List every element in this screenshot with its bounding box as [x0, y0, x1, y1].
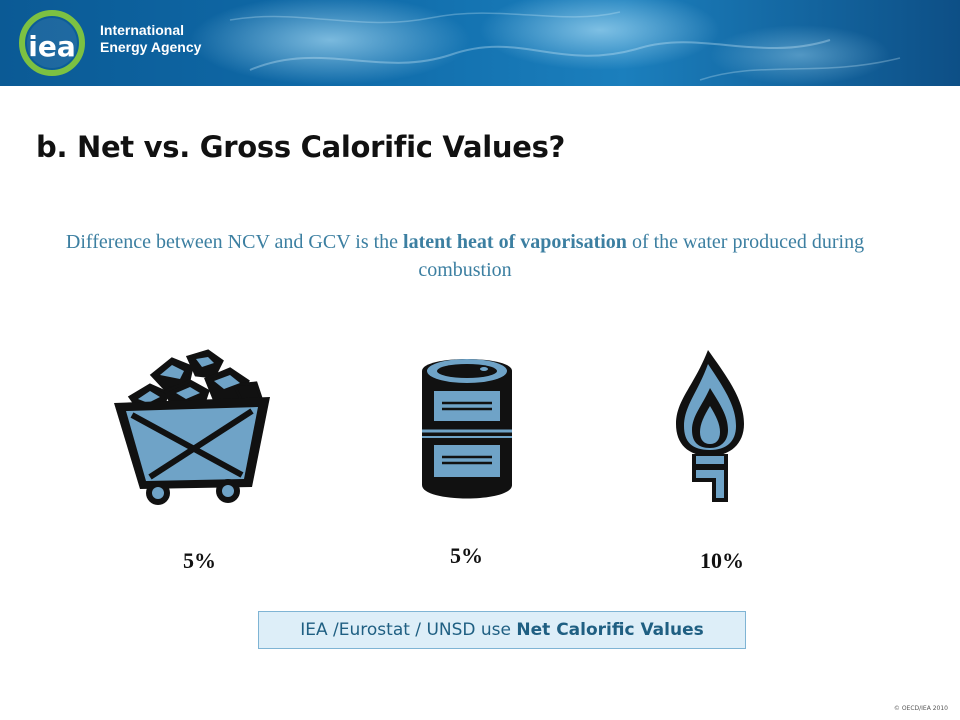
slide-title: b. Net vs. Gross Calorific Values? — [36, 130, 566, 164]
slide-subtitle: Difference between NCV and GCV is the la… — [20, 228, 910, 284]
ncv-note-box: IEA /Eurostat / UNSD use Net Calorific V… — [258, 611, 746, 649]
iea-logo-icon: iea — [19, 10, 85, 76]
logo-line-2: Energy Agency — [100, 39, 202, 55]
oil-percent: 5% — [450, 543, 483, 568]
coal-cart-icon — [114, 349, 270, 505]
logo-line-1: International — [100, 22, 185, 38]
gas-flame-icon — [676, 350, 744, 502]
coal-percent: 5% — [183, 548, 216, 573]
header-banner: iea International Energy Agency — [0, 0, 960, 86]
note-emphasis: Net Calorific Values — [516, 620, 704, 640]
svg-text:iea: iea — [28, 30, 75, 63]
subtitle-part-1: Difference between NCV and GCV is the — [65, 231, 404, 253]
gas-percent: 10% — [700, 548, 744, 573]
oil-barrel-icon — [422, 359, 512, 499]
water-background — [0, 0, 960, 86]
subtitle-emphasis: latent heat of vaporisation — [403, 231, 627, 253]
logo-wordmark: International Energy Agency — [100, 22, 201, 56]
note-prefix: IEA /Eurostat / UNSD use — [300, 620, 517, 640]
copyright-notice: © OECD/IEA 2010 — [893, 705, 948, 712]
subtitle-part-2: of the water produced during combustion — [418, 231, 865, 281]
